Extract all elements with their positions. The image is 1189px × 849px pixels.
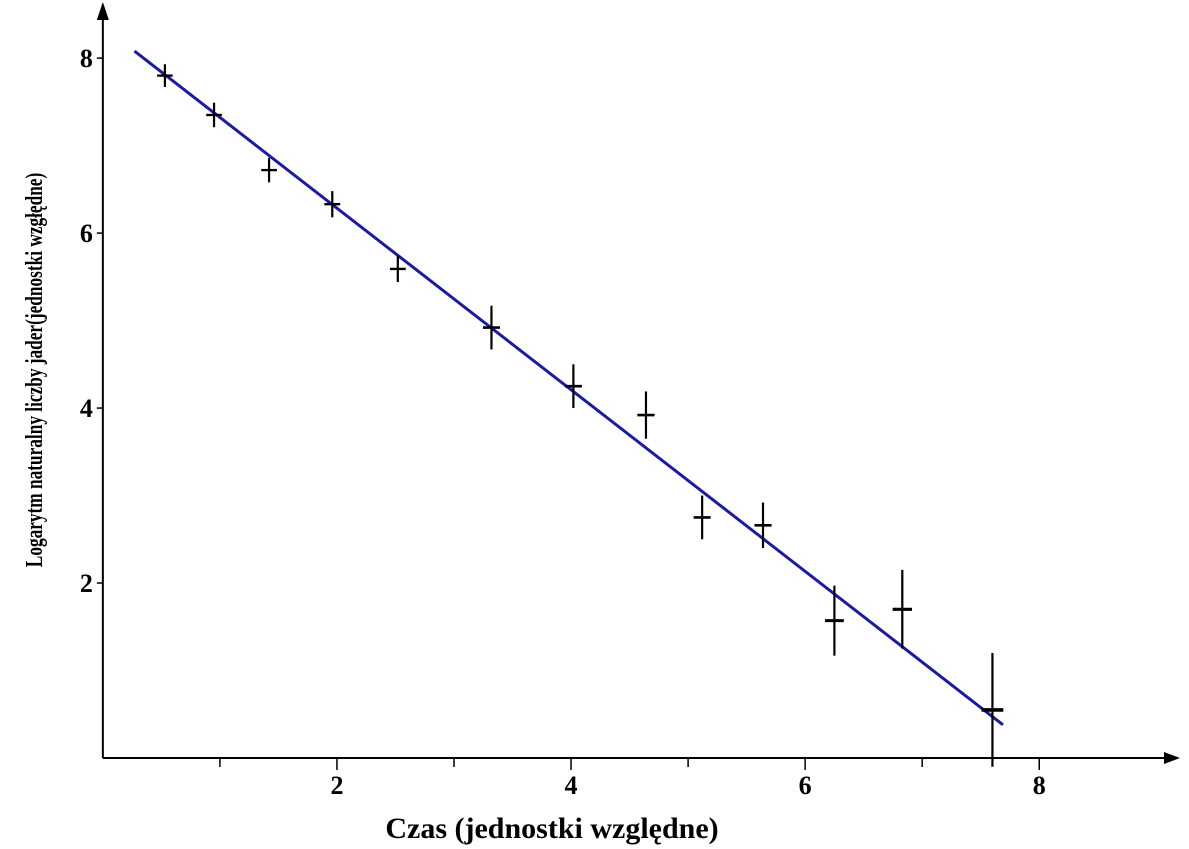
data-point xyxy=(754,502,772,549)
x-tick-label: 4 xyxy=(565,771,578,800)
x-axis-arrow xyxy=(1164,752,1180,764)
data-point xyxy=(825,585,844,656)
axes xyxy=(96,2,1180,770)
fit-line xyxy=(133,49,1004,726)
y-tick-label: 4 xyxy=(80,394,93,423)
data-point xyxy=(482,305,500,350)
x-tick-label: 2 xyxy=(330,771,343,800)
x-axis-label: Czas (jednostki względne) xyxy=(385,812,718,845)
data-point xyxy=(693,495,711,540)
x-tick-label: 8 xyxy=(1033,771,1046,800)
y-axis-arrow xyxy=(96,2,109,20)
tick-labels: 2 4 6 8 2 4 6 8 xyxy=(80,44,1046,800)
data-point xyxy=(564,364,582,409)
data-point xyxy=(206,102,222,128)
data-point xyxy=(324,191,341,218)
data-point xyxy=(261,157,277,183)
data-points xyxy=(157,64,1004,767)
fit-line-segment xyxy=(133,49,1004,726)
y-tick-label: 2 xyxy=(80,569,93,598)
y-tick-label: 6 xyxy=(80,219,93,248)
x-tick-label: 6 xyxy=(799,771,812,800)
y-axis-label: Logarytm naturalny liczby jader(jednostk… xyxy=(20,173,48,567)
data-point xyxy=(981,653,1004,767)
data-point xyxy=(157,64,173,87)
data-point xyxy=(389,255,406,283)
data-point xyxy=(892,569,912,649)
data-point xyxy=(637,391,655,439)
y-tick-label: 8 xyxy=(80,44,93,73)
